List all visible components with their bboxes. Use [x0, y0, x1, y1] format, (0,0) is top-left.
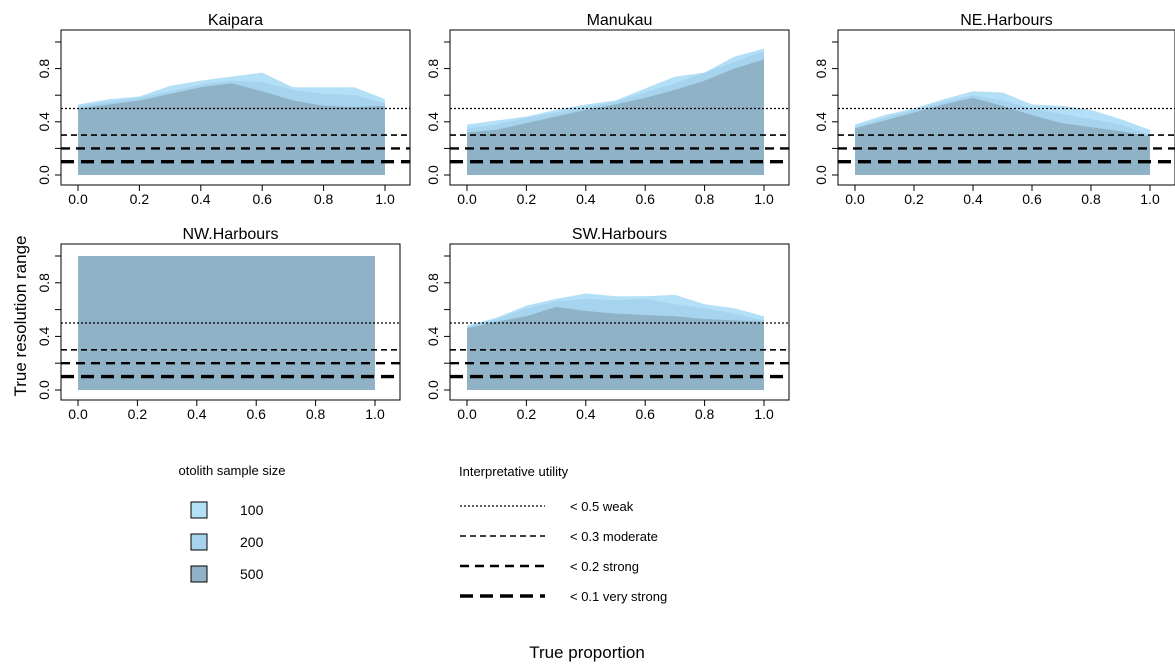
legend-swatch — [190, 533, 208, 551]
y-axis-label: True resolution range — [11, 236, 30, 397]
x-tick-label: 0.0 — [845, 191, 865, 207]
legend-threshold-label: < 0.2 strong — [570, 559, 639, 574]
x-tick-label: 0.8 — [695, 406, 715, 422]
panel: Kaipara 0.0 0.2 0.4 0.6 0.8 1.0 0.0 0.4 0.8 — [36, 12, 411, 207]
y-tick-label: 0.8 — [425, 59, 441, 79]
legend-item-label: 100 — [240, 502, 264, 518]
legend-sample-title: otolith sample size — [179, 463, 286, 478]
legend-item-label: 500 — [240, 566, 264, 582]
y-tick-label: 0.4 — [425, 112, 441, 132]
x-tick-label: 0.6 — [635, 191, 655, 207]
x-tick-label: 0.4 — [191, 191, 211, 207]
x-tick-label: 0.2 — [904, 191, 924, 207]
x-tick-label: 0.6 — [635, 406, 655, 422]
panel: Manukau 0.0 0.2 0.4 0.6 0.8 1.0 0.0 0.4 0.8 — [425, 12, 790, 207]
legend-swatch — [190, 501, 208, 519]
x-tick-label: 1.0 — [754, 191, 774, 207]
y-tick-label: 0.8 — [813, 59, 829, 79]
panel-title: Manukau — [587, 12, 653, 29]
x-tick-label: 0.0 — [68, 406, 88, 422]
x-tick-label: 0.8 — [306, 406, 326, 422]
x-tick-label: 1.0 — [375, 191, 395, 207]
y-tick-label: 0.0 — [36, 165, 52, 185]
panel-title: NW.Harbours — [182, 226, 278, 243]
panel-title: Kaipara — [208, 12, 263, 29]
panel: NE.Harbours 0.0 0.2 0.4 0.6 0.8 1.0 0.0 0.4 0.8 — [813, 12, 1175, 207]
y-tick-label: 0.0 — [425, 380, 441, 400]
panel: SW.Harbours 0.0 0.2 0.4 0.6 0.8 1.0 0.0 0.4 0.8 — [425, 226, 790, 422]
x-tick-label: 0.4 — [963, 191, 983, 207]
x-tick-label: 0.2 — [130, 191, 150, 207]
x-tick-label: 0.8 — [1081, 191, 1101, 207]
panel-title: NE.Harbours — [960, 12, 1052, 29]
x-tick-label: 0.2 — [517, 406, 537, 422]
x-tick-label: 0.0 — [68, 191, 88, 207]
area-series-500 — [467, 59, 764, 175]
y-tick-label: 0.8 — [36, 273, 52, 293]
legend-threshold-label: < 0.5 weak — [570, 499, 634, 514]
y-tick-label: 0.0 — [36, 380, 52, 400]
x-tick-label: 1.0 — [1140, 191, 1160, 207]
x-tick-label: 0.2 — [517, 191, 537, 207]
x-tick-label: 0.2 — [128, 406, 148, 422]
x-tick-label: 0.8 — [314, 191, 334, 207]
panel: NW.Harbours 0.0 0.2 0.4 0.6 0.8 1.0 0.0 0.4 0.8 — [36, 226, 401, 422]
x-tick-label: 0.0 — [457, 191, 477, 207]
x-tick-label: 0.6 — [1022, 191, 1042, 207]
y-tick-label: 0.8 — [36, 59, 52, 79]
x-tick-label: 0.4 — [576, 191, 596, 207]
x-tick-label: 1.0 — [754, 406, 774, 422]
x-tick-label: 0.6 — [252, 191, 272, 207]
legend-item-label: 200 — [240, 534, 264, 550]
x-tick-label: 1.0 — [365, 406, 385, 422]
legend-sample-size: otolith sample size 100 200 500 — [179, 463, 286, 583]
legend-swatch — [190, 565, 208, 583]
y-tick-label: 0.4 — [36, 326, 52, 346]
y-tick-label: 0.0 — [425, 165, 441, 185]
area-series-500 — [467, 306, 764, 390]
x-tick-label: 0.4 — [187, 406, 207, 422]
y-tick-label: 0.4 — [813, 112, 829, 132]
x-tick-label: 0.4 — [576, 406, 596, 422]
y-tick-label: 0.8 — [425, 273, 441, 293]
legend-interpretative-utility: Interpretative utility < 0.5 weak < 0.3 mo… — [459, 464, 667, 604]
area-series-500 — [855, 97, 1150, 175]
x-axis-label: True proportion — [529, 643, 645, 662]
legend-utility-title: Interpretative utility — [459, 464, 569, 479]
y-tick-label: 0.4 — [425, 326, 441, 346]
y-tick-label: 0.4 — [36, 112, 52, 132]
legend-threshold-label: < 0.1 very strong — [570, 589, 667, 604]
x-tick-label: 0.6 — [246, 406, 266, 422]
y-tick-label: 0.0 — [813, 165, 829, 185]
legend-threshold-label: < 0.3 moderate — [570, 529, 658, 544]
area-series-500 — [78, 83, 385, 175]
x-tick-label: 0.8 — [695, 191, 715, 207]
x-tick-label: 0.0 — [457, 406, 477, 422]
panel-title: SW.Harbours — [572, 226, 667, 243]
